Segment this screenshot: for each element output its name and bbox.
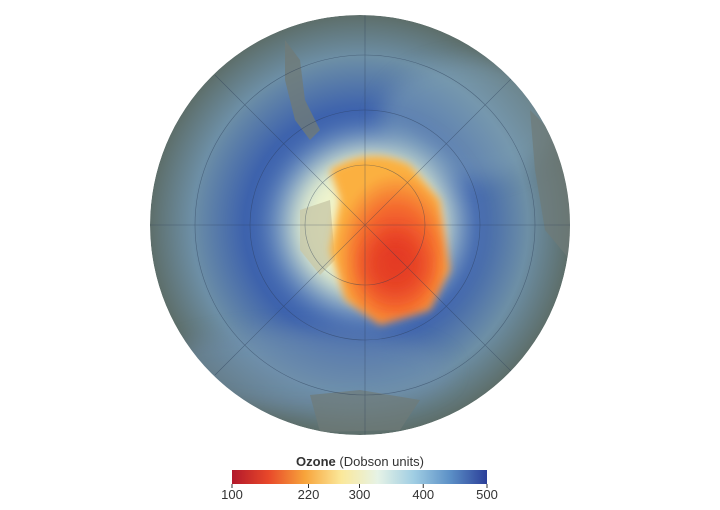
tick-label: 300 (349, 487, 371, 502)
legend-units: (Dobson units) (339, 454, 424, 469)
legend-title-main: Ozone (296, 454, 336, 469)
legend-title: Ozone (Dobson units) (296, 454, 424, 469)
colorbar: 100 220 300 400 500 (221, 470, 498, 502)
tick-label: 500 (476, 487, 498, 502)
tick-label: 220 (298, 487, 320, 502)
tick-label: 400 (412, 487, 434, 502)
globe (150, 15, 570, 435)
colorbar-scale (232, 470, 487, 484)
tick-label: 100 (221, 487, 243, 502)
